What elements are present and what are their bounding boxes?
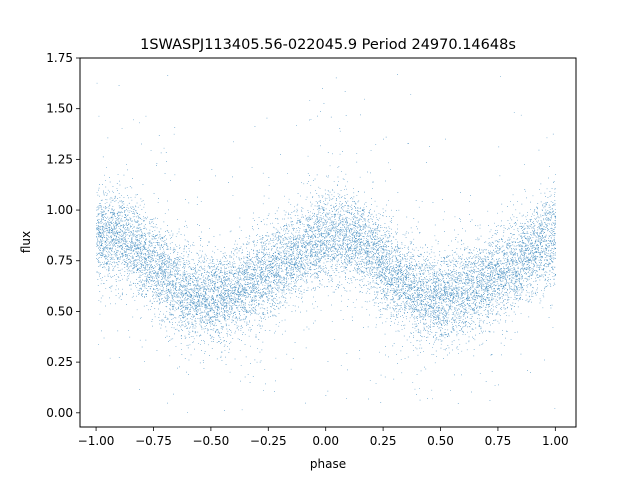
x-axis-label: phase (310, 457, 346, 471)
y-tick-label: 0.50 (46, 304, 73, 318)
x-axis: −1.00 −0.75 −0.50 −0.25 0.00 0.25 0.50 0.75 1.00 (78, 427, 569, 448)
x-tick-label: −0.75 (135, 434, 172, 448)
x-tick-label: 0.25 (370, 434, 397, 448)
x-tick-label: −0.50 (192, 434, 229, 448)
x-tick-label: 0.50 (427, 434, 454, 448)
chart-title: 1SWASPJ113405.56-022045.9 Period 24970.1… (140, 37, 516, 53)
y-tick-label: 1.50 (46, 102, 73, 116)
y-tick-label: 1.25 (46, 152, 73, 166)
scatter-points (96, 74, 556, 414)
plot-frame (79, 57, 577, 428)
x-tick-label: 0.75 (485, 434, 512, 448)
y-tick-label: 0.75 (46, 254, 73, 268)
x-tick-label: 0.00 (312, 434, 339, 448)
data-points (96, 74, 556, 414)
y-tick-label: 0.25 (46, 355, 73, 369)
x-tick-label: −1.00 (78, 434, 115, 448)
y-axis-label: flux (19, 231, 33, 253)
y-tick-label: 1.00 (46, 203, 73, 217)
x-tick-label: −0.25 (250, 434, 287, 448)
y-axis: 0.00 0.25 0.50 0.75 1.00 1.25 1.50 1.75 (46, 51, 80, 420)
x-tick-label: 1.00 (542, 434, 569, 448)
y-tick-label: 0.00 (46, 406, 73, 420)
y-tick-label: 1.75 (46, 51, 73, 65)
